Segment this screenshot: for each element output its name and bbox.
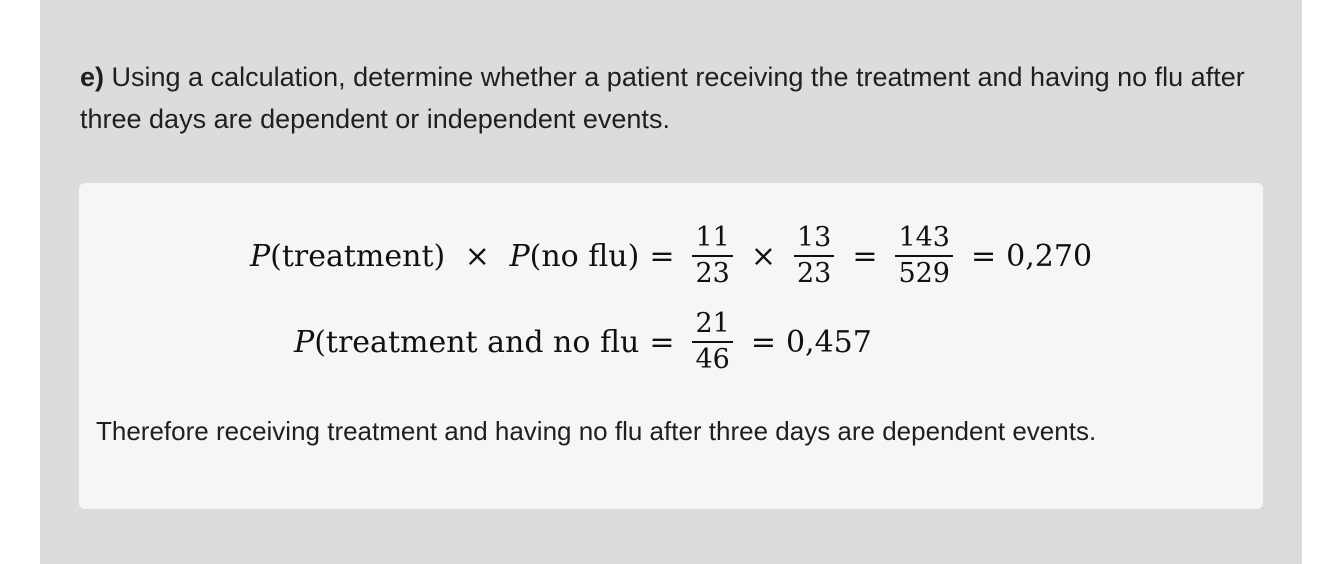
equation-line-1: P(treatment) × P(no flu) = 11 23 × 13 23… [79,221,1263,291]
equation-2-lhs: P(treatment and no flu [294,325,639,360]
denominator: 23 [796,258,832,289]
fraction-bar [692,255,733,257]
fraction-143-529: 143 529 [895,221,953,291]
equals-operator: = [971,238,997,274]
result-value: 0,457 [785,324,872,360]
question-label: e) [80,62,105,92]
equals-operator: = [750,324,776,360]
question-body: Using a calculation, determine whether a… [80,62,1245,134]
denominator: 46 [695,344,730,375]
fraction-bar [793,255,835,257]
denominator: 529 [898,258,950,289]
equation-line-2: P(treatment and no flu = 21 46 = 0,457 [294,307,872,377]
prob-symbol: P [249,238,271,274]
conclusion-text: Therefore receiving treatment and having… [96,416,1097,446]
equals-operator: = [649,324,675,360]
equals-operator: = [649,238,675,274]
numerator: 11 [695,222,730,253]
numerator: 21 [695,308,730,339]
result-value: 0,270 [1006,238,1093,274]
denominator: 23 [695,258,730,289]
times-operator: × [464,238,490,274]
fraction-21-46: 21 46 [692,307,733,377]
numerator: 143 [898,222,950,253]
question-panel: e) Using a calculation, determine whethe… [40,0,1302,564]
prob-arg-treatment: (treatment) [270,238,446,274]
fraction-bar [895,255,953,257]
prob-symbol: P [294,324,315,360]
solution-box: P(treatment) × P(no flu) = 11 23 × 13 23… [79,183,1263,509]
fraction-11-23: 11 23 [692,221,733,291]
prob-symbol: P [509,238,530,274]
times-operator: × [750,238,776,274]
prob-arg-no-flu: (no flu) [529,238,640,274]
question-text: e) Using a calculation, determine whethe… [80,56,1250,140]
numerator: 13 [796,222,832,253]
fraction-bar [692,341,733,343]
equals-operator: = [852,238,878,274]
prob-arg-treatment-and-no-flu: (treatment and no flu [314,324,640,360]
equation-1-lhs: P(treatment) × P(no flu) [250,239,639,274]
fraction-13-23: 13 23 [793,221,835,291]
